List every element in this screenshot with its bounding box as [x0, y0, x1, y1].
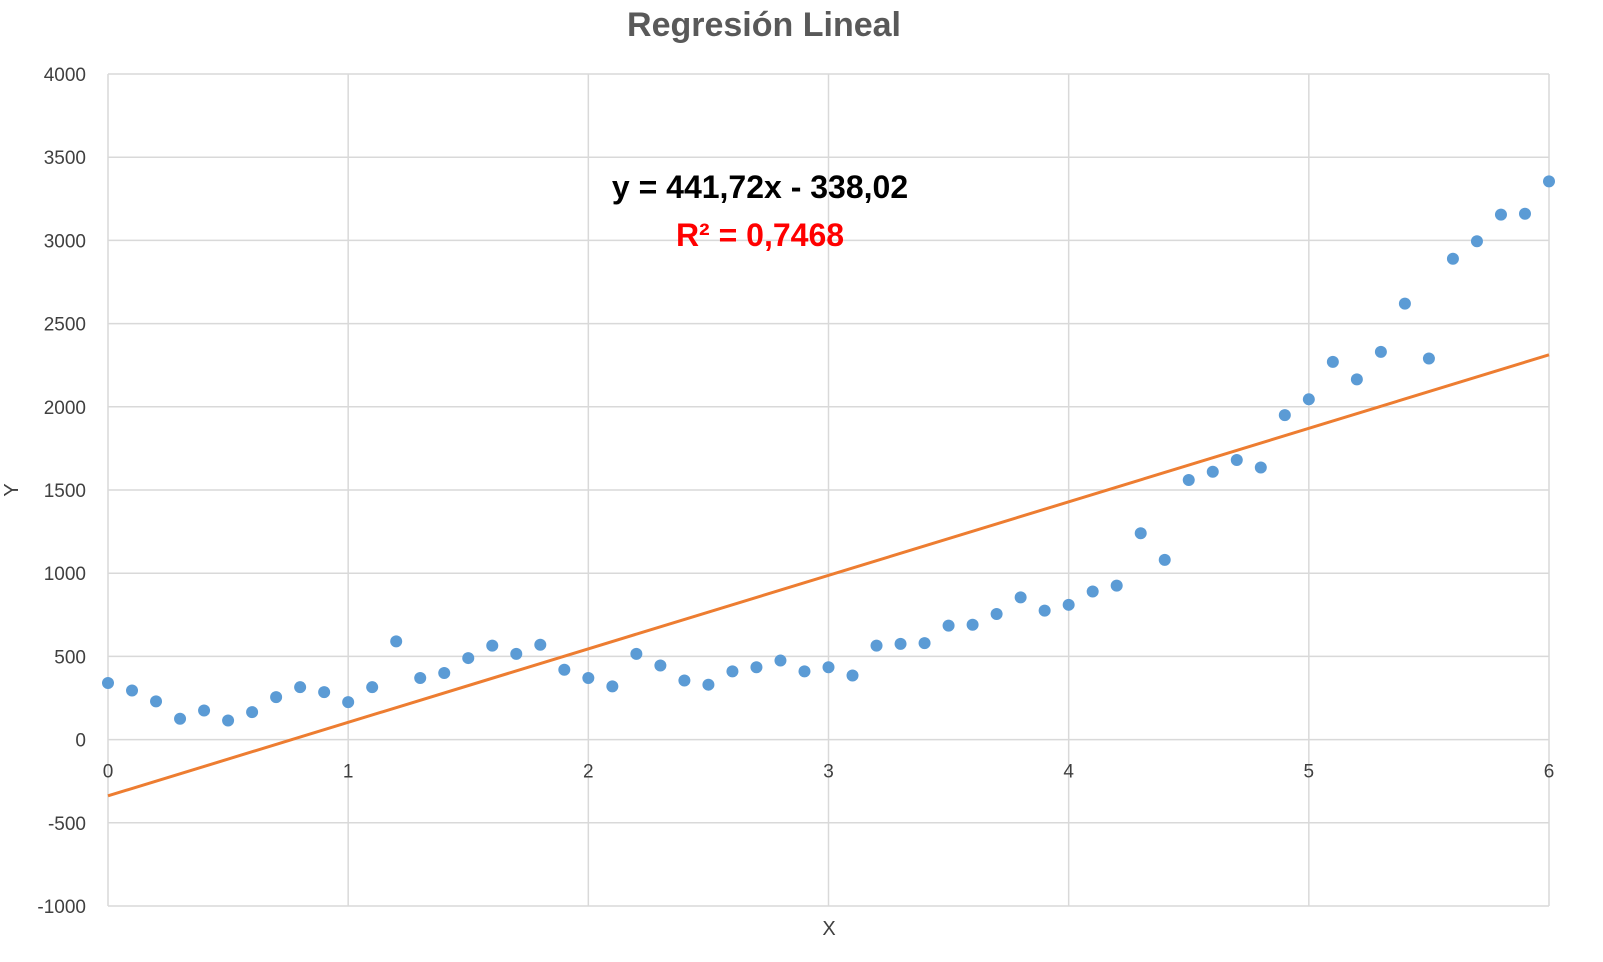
data-point	[558, 663, 571, 676]
x-tick-label: 1	[343, 762, 354, 783]
data-point	[1038, 604, 1051, 617]
data-point	[294, 681, 307, 694]
data-point	[894, 637, 907, 650]
data-point	[174, 712, 187, 725]
data-point	[870, 639, 883, 652]
data-point	[990, 607, 1003, 620]
data-point	[822, 661, 835, 674]
data-point	[918, 637, 931, 650]
data-point	[966, 618, 979, 631]
data-point	[510, 647, 523, 660]
data-point	[102, 677, 114, 690]
gridlines	[107, 73, 1550, 907]
data-point	[702, 678, 715, 691]
data-point	[486, 639, 499, 652]
data-point	[198, 704, 211, 717]
data-point	[1062, 598, 1075, 611]
data-point	[1158, 553, 1171, 566]
data-point	[726, 665, 739, 678]
data-point	[750, 661, 763, 674]
data-point	[246, 706, 259, 719]
data-points	[102, 175, 1555, 727]
x-tick-label: 3	[823, 762, 834, 783]
data-point	[846, 669, 859, 682]
linear-trendline	[107, 353, 1550, 798]
data-point	[1302, 393, 1315, 406]
data-point	[1350, 373, 1363, 386]
data-point	[798, 665, 811, 678]
x-tick-label: 2	[583, 762, 594, 783]
data-point	[1182, 474, 1195, 487]
data-point	[150, 695, 163, 708]
y-tick-label: 2000	[44, 398, 86, 419]
data-point	[534, 638, 547, 651]
data-point	[1230, 454, 1243, 467]
data-point	[774, 654, 787, 667]
data-point	[366, 681, 379, 694]
data-point	[1398, 297, 1411, 310]
x-axis-tick-labels: 0 1 2 3 4 5 6	[103, 762, 1555, 783]
chart-title: Regresión Lineal	[627, 6, 901, 44]
y-axis-tick-labels: 4000 3500 3000 2500 2000 1500 1000 500 0 -500 -100…	[37, 65, 86, 918]
data-point	[1543, 175, 1555, 188]
y-tick-label: 3500	[44, 148, 86, 169]
data-point	[1086, 585, 1099, 598]
data-point	[1206, 465, 1219, 478]
data-point	[1518, 207, 1531, 220]
data-point	[582, 672, 595, 685]
y-tick-label: 500	[54, 647, 86, 668]
y-tick-label: 4000	[44, 65, 86, 86]
data-point	[1134, 527, 1147, 540]
x-tick-label: 6	[1544, 762, 1555, 783]
y-tick-label: -500	[48, 814, 86, 835]
data-point	[606, 680, 619, 693]
data-point	[438, 667, 451, 680]
data-point	[1014, 591, 1027, 604]
data-point	[462, 652, 475, 665]
data-point	[270, 691, 283, 704]
x-axis-title: X	[822, 918, 835, 940]
y-tick-label: 2500	[44, 315, 86, 336]
data-point	[630, 647, 643, 660]
x-tick-label: 4	[1063, 762, 1074, 783]
data-point	[342, 696, 355, 709]
data-point	[1494, 208, 1507, 221]
data-point	[390, 635, 403, 648]
y-tick-label: 3000	[44, 231, 86, 252]
data-point	[1326, 355, 1339, 368]
y-tick-label: 1000	[44, 564, 86, 585]
data-point	[1422, 352, 1435, 365]
data-point	[654, 659, 667, 672]
data-point	[1254, 461, 1267, 474]
data-point	[1470, 235, 1483, 248]
x-tick-label: 0	[103, 762, 114, 783]
data-point	[678, 674, 691, 687]
data-point	[318, 686, 331, 699]
data-point	[1446, 252, 1459, 265]
data-point	[942, 619, 955, 632]
data-point	[1374, 345, 1387, 358]
data-point	[1278, 409, 1291, 422]
y-tick-label: 0	[75, 731, 86, 752]
trendline-r-squared: R² = 0,7468	[676, 217, 844, 253]
y-tick-label: -1000	[37, 897, 86, 918]
data-point	[222, 714, 235, 727]
data-point	[414, 672, 427, 685]
data-point	[1110, 579, 1123, 592]
data-point	[126, 684, 139, 697]
trendline-equation: y = 441,72x - 338,02	[612, 169, 908, 205]
y-tick-label: 1500	[44, 481, 86, 502]
y-axis-title: Y	[1, 483, 23, 496]
x-tick-label: 5	[1304, 762, 1315, 783]
